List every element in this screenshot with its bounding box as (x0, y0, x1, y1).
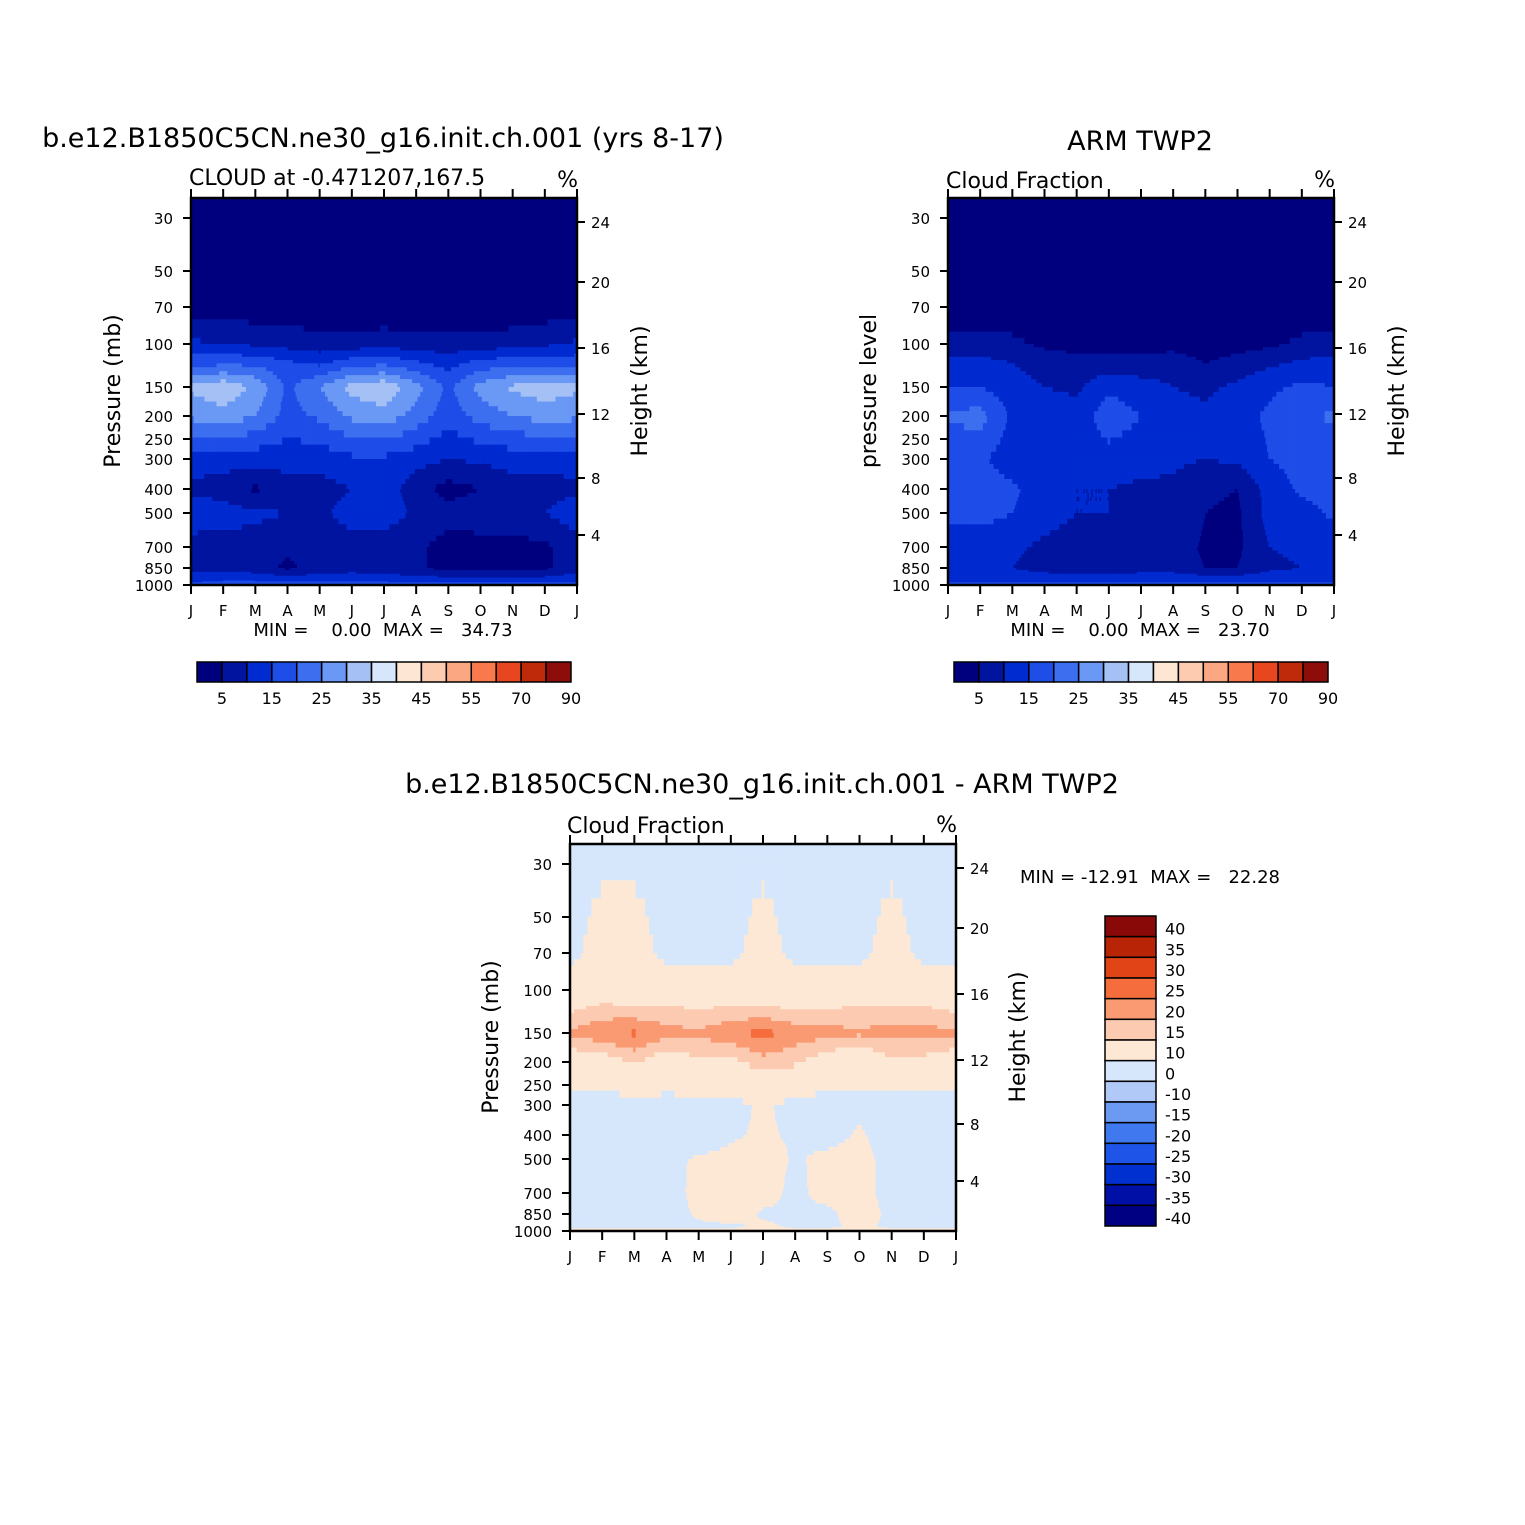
panel1-contour-field (191, 198, 578, 586)
panel1-subtitle: CLOUD at -0.471207,167.5 (189, 166, 485, 191)
panel1-title: b.e12.B1850C5CN.ne30_g16.init.ch.001 (yr… (42, 123, 724, 154)
panel-model: b.e12.B1850C5CN.ne30_g16.init.ch.001 (yr… (42, 123, 724, 708)
panel1-units: % (557, 168, 578, 193)
